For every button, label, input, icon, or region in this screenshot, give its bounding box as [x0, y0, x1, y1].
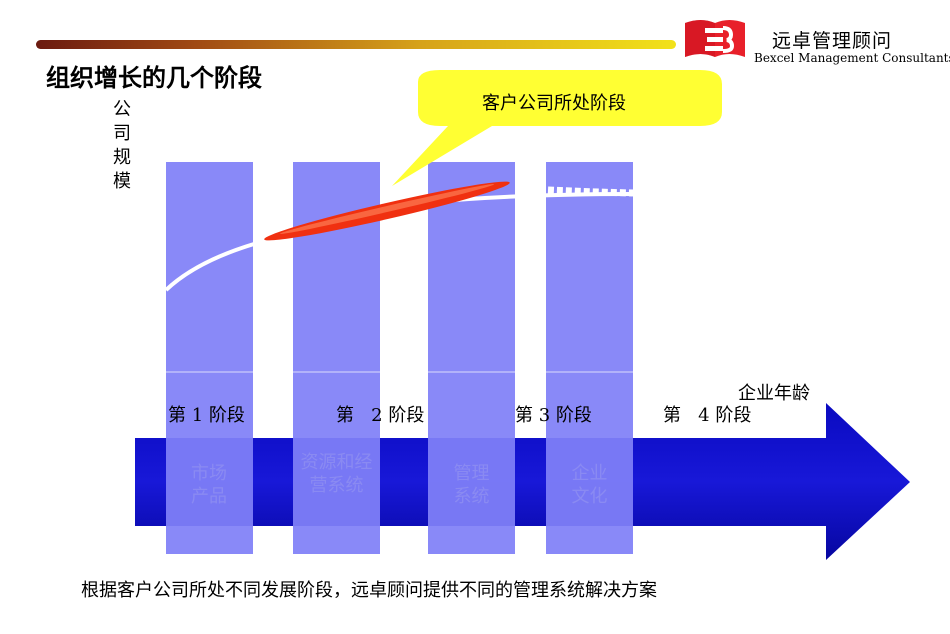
growth-curve-dashed: [547, 186, 634, 197]
stage-column-4: [546, 162, 633, 554]
stage-focus-1: 市场产品: [191, 463, 227, 507]
stage-column-3: [428, 162, 515, 554]
stage-focus-2: 资源和经营系统: [300, 452, 373, 496]
page-title: 组织增长的几个阶段: [46, 64, 262, 92]
stage-label-1: 第 1 阶段: [168, 405, 245, 426]
stage-focus-3: 管理系统: [453, 463, 490, 507]
bexcel-logo-icon: [685, 20, 745, 57]
stage-label-3: 第 3 阶段: [515, 405, 592, 426]
stage-column-1: [166, 162, 253, 554]
stage-label-4: 第 4 阶段: [663, 405, 752, 426]
summary-text: 根据客户公司所处不同发展阶段，远卓顾问提供不同的管理系统解决方案: [81, 580, 657, 601]
stage-focus-4: 企业文化: [571, 463, 608, 507]
callout-text: 客户公司所处阶段: [482, 93, 626, 114]
stage-label-2: 第 2 阶段: [336, 405, 425, 426]
header-gradient-bar: [36, 40, 676, 49]
brand-name-english: Bexcel Management Consultants: [754, 51, 950, 65]
y-axis-label: 公司规模: [113, 99, 131, 192]
brand-name-chinese: 远卓管理顾问: [772, 30, 893, 52]
callout-bubble: [392, 70, 722, 186]
x-axis-label: 企业年龄: [738, 383, 810, 404]
